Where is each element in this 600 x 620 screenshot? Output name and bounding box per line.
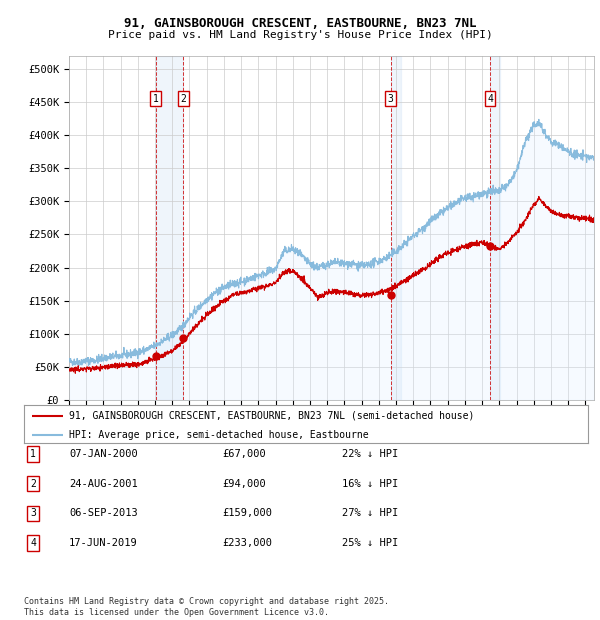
Text: 24-AUG-2001: 24-AUG-2001 [69,479,138,489]
Bar [490,56,500,400]
Text: 4: 4 [30,538,36,548]
Text: 3: 3 [30,508,36,518]
Text: £159,000: £159,000 [222,508,272,518]
Text: 2: 2 [181,94,187,104]
Text: 25% ↓ HPI: 25% ↓ HPI [342,538,398,548]
Text: Contains HM Land Registry data © Crown copyright and database right 2025.
This d: Contains HM Land Registry data © Crown c… [24,598,389,617]
Text: 1: 1 [30,449,36,459]
Text: 17-JUN-2019: 17-JUN-2019 [69,538,138,548]
Text: 22% ↓ HPI: 22% ↓ HPI [342,449,398,459]
Text: £233,000: £233,000 [222,538,272,548]
Text: £94,000: £94,000 [222,479,266,489]
Text: 27% ↓ HPI: 27% ↓ HPI [342,508,398,518]
Text: 1: 1 [152,94,158,104]
Bar [391,56,401,400]
Text: 16% ↓ HPI: 16% ↓ HPI [342,479,398,489]
Text: HPI: Average price, semi-detached house, Eastbourne: HPI: Average price, semi-detached house,… [69,430,369,440]
Text: 91, GAINSBOROUGH CRESCENT, EASTBOURNE, BN23 7NL: 91, GAINSBOROUGH CRESCENT, EASTBOURNE, B… [124,17,476,30]
Text: 91, GAINSBOROUGH CRESCENT, EASTBOURNE, BN23 7NL (semi-detached house): 91, GAINSBOROUGH CRESCENT, EASTBOURNE, B… [69,410,475,420]
Text: 06-SEP-2013: 06-SEP-2013 [69,508,138,518]
Text: 2: 2 [30,479,36,489]
Text: 07-JAN-2000: 07-JAN-2000 [69,449,138,459]
Text: 3: 3 [388,94,394,104]
Text: £67,000: £67,000 [222,449,266,459]
Text: Price paid vs. HM Land Registry's House Price Index (HPI): Price paid vs. HM Land Registry's House … [107,30,493,40]
Bar [155,56,184,400]
Text: 4: 4 [487,94,493,104]
